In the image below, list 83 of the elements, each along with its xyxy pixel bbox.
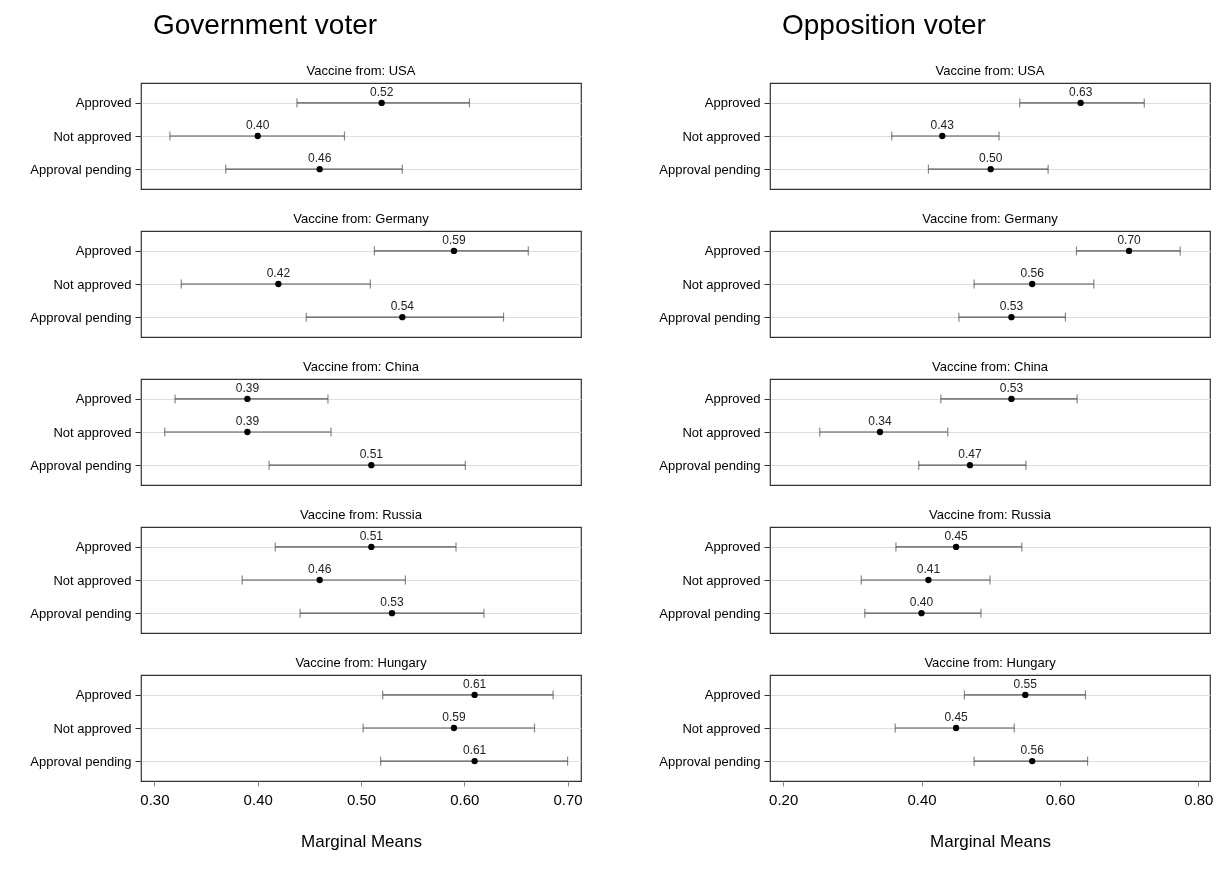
x-tick-label: 0.30 bbox=[140, 790, 170, 808]
y-tick-label: Approved bbox=[75, 391, 132, 407]
x-tick-label: 0.60 bbox=[1045, 790, 1075, 808]
x-tick-label: 0.70 bbox=[553, 790, 583, 808]
y-tick-label: Approved bbox=[75, 95, 132, 111]
chart-title: Vaccine from: Germany bbox=[293, 211, 430, 226]
chart-title: Vaccine from: China bbox=[302, 359, 420, 374]
chart-subtitle: Vaccine from: USA bbox=[935, 63, 1045, 78]
y-tick-label: Approved bbox=[704, 687, 761, 703]
data-label: 0.52 bbox=[369, 84, 394, 99]
data-label: 0.39 bbox=[235, 414, 260, 428]
data-label: 0.47 bbox=[958, 447, 982, 462]
y-tick-label: Not approved bbox=[682, 276, 761, 292]
y-tick-label: Not approved bbox=[682, 572, 761, 588]
data-label: 0.70 bbox=[1117, 232, 1142, 247]
data-label: 0.40 bbox=[909, 595, 934, 610]
x-axis-title: Marginal Means bbox=[930, 831, 1051, 851]
chart-title: Vaccine from: Hungary bbox=[924, 655, 1057, 670]
data-label: 0.61 bbox=[462, 676, 487, 691]
chart-title: Vaccine from: Hungary bbox=[295, 655, 428, 670]
y-tick-label: Approval pending bbox=[659, 457, 761, 473]
data-label: 0.56 bbox=[1020, 266, 1045, 280]
x-tick-label: 0.40 bbox=[243, 790, 273, 808]
data-label: 0.45 bbox=[944, 528, 969, 543]
data-label: 0.45 bbox=[944, 710, 969, 724]
data-label: 0.50 bbox=[979, 151, 1003, 166]
y-tick-label: Approval pending bbox=[659, 605, 761, 621]
data-label: 0.51 bbox=[359, 447, 384, 462]
y-tick-label: Approved bbox=[75, 243, 132, 259]
data-label: 0.53 bbox=[999, 380, 1024, 395]
chart-title: Government voter bbox=[153, 9, 378, 41]
x-tick-label: 0.60 bbox=[450, 790, 480, 808]
x-tick-label: 0.20 bbox=[769, 790, 799, 808]
chart-subtitle: Vaccine from: USA bbox=[306, 63, 416, 78]
y-tick-label: Approved bbox=[704, 95, 761, 111]
y-tick-label: Approval pending bbox=[30, 309, 132, 325]
x-tick-label: 0.50 bbox=[346, 790, 377, 808]
y-tick-label: Approved bbox=[75, 687, 132, 703]
x-tick-label: 0.40 bbox=[907, 790, 937, 808]
x-tick-label: 0.80 bbox=[1184, 790, 1214, 808]
y-tick-label: Approval pending bbox=[659, 753, 761, 769]
y-tick-label: Approval pending bbox=[659, 309, 761, 325]
data-label: 0.41 bbox=[916, 562, 941, 576]
y-tick-label: Approved bbox=[704, 391, 761, 407]
y-tick-label: Approved bbox=[704, 243, 761, 259]
y-tick-label: Approval pending bbox=[659, 161, 761, 177]
x-axis-title: Marginal Means bbox=[301, 831, 422, 851]
data-label: 0.53 bbox=[999, 299, 1024, 314]
chart-title: Vaccine from: Russia bbox=[300, 507, 423, 522]
data-label: 0.46 bbox=[308, 151, 332, 166]
data-label: 0.43 bbox=[930, 118, 955, 132]
data-label: 0.61 bbox=[462, 743, 487, 758]
data-label: 0.59 bbox=[442, 232, 466, 247]
chart-title: Opposition voter bbox=[782, 9, 986, 41]
y-tick-label: Approved bbox=[75, 539, 132, 555]
y-tick-label: Not approved bbox=[682, 424, 761, 440]
data-label: 0.56 bbox=[1020, 743, 1045, 758]
data-label: 0.53 bbox=[380, 595, 404, 610]
y-tick-label: Not approved bbox=[53, 720, 132, 736]
y-tick-label: Not approved bbox=[682, 720, 761, 736]
y-tick-label: Approved bbox=[704, 539, 761, 555]
data-label: 0.40 bbox=[246, 118, 270, 132]
y-tick-label: Not approved bbox=[53, 128, 132, 144]
data-label: 0.34 bbox=[868, 414, 892, 428]
y-tick-label: Not approved bbox=[682, 128, 761, 144]
data-label: 0.59 bbox=[442, 710, 466, 724]
chart-title: Vaccine from: Germany bbox=[922, 211, 1059, 226]
chart-title: Vaccine from: Russia bbox=[929, 507, 1052, 522]
data-label: 0.63 bbox=[1068, 84, 1093, 99]
data-label: 0.55 bbox=[1013, 676, 1038, 691]
data-label: 0.46 bbox=[308, 562, 332, 576]
y-tick-label: Approval pending bbox=[30, 605, 132, 621]
y-tick-label: Approval pending bbox=[30, 161, 132, 177]
data-label: 0.54 bbox=[390, 299, 415, 314]
y-tick-label: Approval pending bbox=[30, 753, 132, 769]
y-tick-label: Not approved bbox=[53, 572, 132, 588]
y-tick-label: Not approved bbox=[53, 424, 132, 440]
data-label: 0.51 bbox=[359, 528, 384, 543]
y-tick-label: Approval pending bbox=[30, 457, 132, 473]
data-label: 0.42 bbox=[266, 266, 291, 280]
y-tick-label: Not approved bbox=[53, 276, 132, 292]
chart-title: Vaccine from: China bbox=[931, 359, 1049, 374]
data-label: 0.39 bbox=[235, 380, 260, 395]
